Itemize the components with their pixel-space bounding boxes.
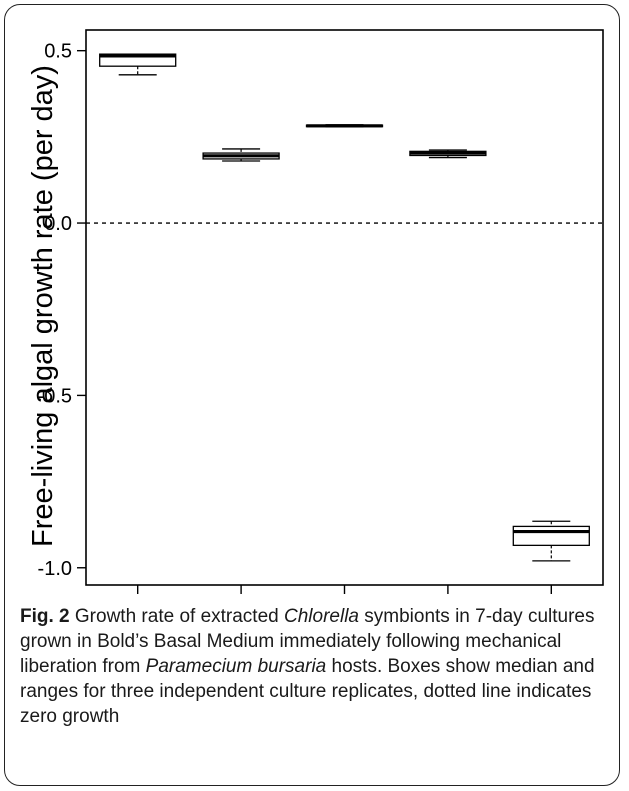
y-axis-label: Free-living algal growth rate (per day)	[27, 65, 59, 547]
figure-caption: Fig. 2 Growth rate of extracted Chlorell…	[20, 604, 612, 729]
caption-text: Growth rate of extracted Chlorella symbi…	[20, 606, 595, 727]
caption-segment: symbionts in 7-day cultures grown in Bol…	[20, 606, 595, 677]
caption-italic-term: Paramecium bursaria	[145, 656, 327, 677]
y-tick-label: 0.0	[44, 213, 72, 235]
figure-frame	[4, 4, 620, 786]
y-tick-label: 0.5	[44, 41, 72, 63]
caption-segment: Growth rate of extracted	[69, 606, 284, 627]
caption-segment: hosts. Boxes show median and ranges for …	[20, 656, 595, 727]
box-Dd1	[512, 525, 590, 547]
caption-italic-term: Chlorella	[284, 606, 359, 627]
y-tick-label: -0.5	[38, 385, 72, 407]
figure-label: Fig. 2	[20, 606, 70, 627]
y-tick-label: -1.0	[38, 558, 72, 580]
plot-frame	[85, 29, 604, 586]
plot-area: 0.50.0-0.5-1.0186bHA1CT39HK1Dd1	[38, 29, 604, 594]
box-plot-chart: Free-living algal growth rate (per day) …	[27, 29, 604, 594]
